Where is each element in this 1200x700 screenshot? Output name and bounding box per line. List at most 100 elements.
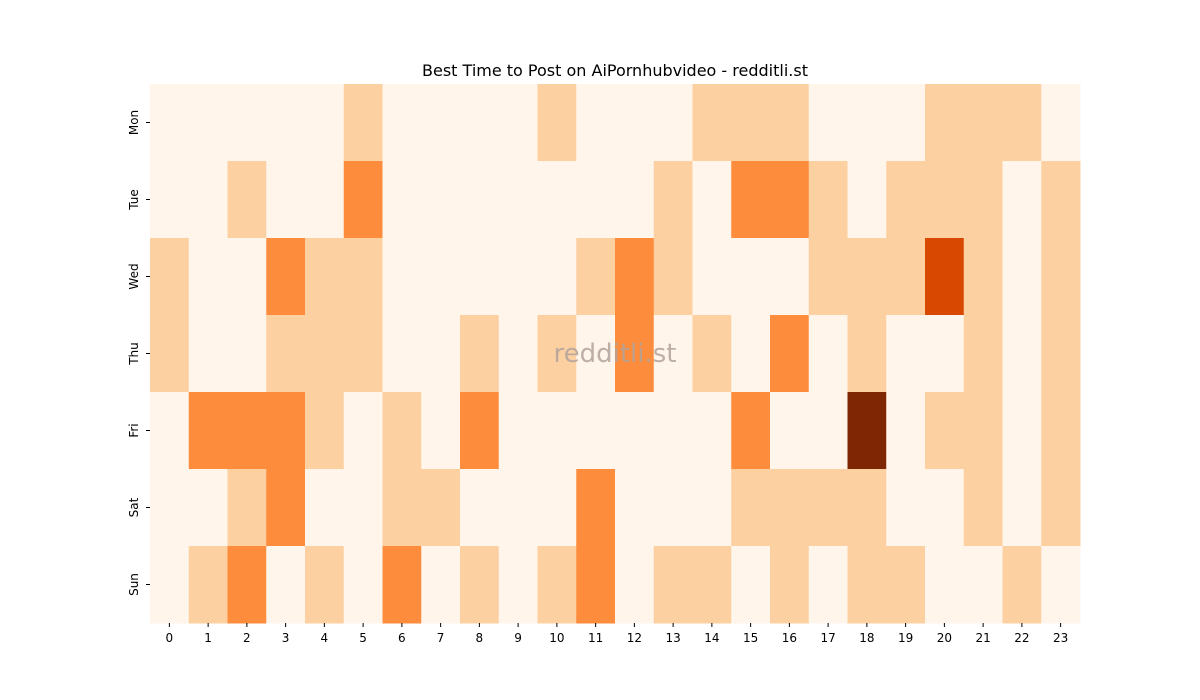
y-tick-label: Fri: [127, 423, 141, 437]
heatmap-cell: [808, 161, 848, 239]
heatmap-cell: [537, 84, 577, 162]
heatmap-cell: [692, 392, 732, 470]
heatmap-cell: [1002, 546, 1042, 624]
heatmap-cell: [188, 546, 228, 624]
chart-title: Best Time to Post on AiPornhubvideo - re…: [422, 61, 808, 80]
heatmap-cell: [925, 546, 965, 624]
y-tick-label: Thu: [127, 342, 141, 366]
heatmap-cell: [653, 161, 693, 239]
x-tick-label: 5: [359, 631, 367, 645]
heatmap-cell: [498, 161, 538, 239]
heatmap-cell: [227, 546, 267, 624]
heatmap-cell: [808, 315, 848, 393]
heatmap-cell: [150, 84, 190, 162]
heatmap-cell: [343, 238, 383, 316]
heatmap-cell: [925, 469, 965, 547]
heatmap-cell: [963, 315, 1003, 393]
heatmap-cell: [615, 469, 655, 547]
watermark: redditli.st: [554, 339, 677, 369]
heatmap-cell: [266, 161, 306, 239]
heatmap-cell: [963, 392, 1003, 470]
heatmap-cell: [150, 392, 190, 470]
heatmap-cell: [305, 546, 345, 624]
x-tick-label: 12: [627, 631, 642, 645]
heatmap-cell: [537, 392, 577, 470]
heatmap-cell: [1002, 238, 1042, 316]
heatmap-cell: [498, 238, 538, 316]
heatmap-cell: [731, 315, 771, 393]
heatmap-cell: [498, 84, 538, 162]
heatmap-cell: [227, 238, 267, 316]
y-tick-label: Tue: [127, 189, 141, 211]
heatmap-cell: [421, 469, 461, 547]
heatmap-cell: [266, 546, 306, 624]
heatmap-cell: [963, 546, 1003, 624]
x-tick-label: 6: [398, 631, 406, 645]
heatmap-cell: [615, 392, 655, 470]
heatmap-cell: [266, 392, 306, 470]
heatmap-cell: [1041, 161, 1081, 239]
heatmap-cell: [576, 315, 616, 393]
x-tick-label: 2: [243, 631, 251, 645]
heatmap-cell: [188, 469, 228, 547]
heatmap-cell: [615, 161, 655, 239]
heatmap-cell: [188, 315, 228, 393]
heatmap-cell: [537, 315, 577, 393]
heatmap-cell: [150, 469, 190, 547]
heatmap-cell: [460, 315, 500, 393]
heatmap-cell: [460, 392, 500, 470]
heatmap-cell: [537, 238, 577, 316]
heatmap-cell: [343, 469, 383, 547]
heatmap-cell: [576, 238, 616, 316]
heatmap-cell: [343, 392, 383, 470]
heatmap-cell: [731, 238, 771, 316]
heatmap-cell: [305, 392, 345, 470]
heatmap-cell: [653, 315, 693, 393]
heatmap-cell: [1041, 392, 1081, 470]
x-tick-label: 18: [859, 631, 874, 645]
heatmap-cell: [421, 546, 461, 624]
heatmap-cell: [692, 84, 732, 162]
heatmap-cell: [227, 392, 267, 470]
heatmap-cell: [382, 161, 422, 239]
y-tick-label: Wed: [127, 263, 141, 289]
heatmap-cell: [653, 546, 693, 624]
heatmap-cell: [808, 546, 848, 624]
x-tick-label: 3: [282, 631, 290, 645]
heatmap-cell: [266, 469, 306, 547]
heatmap-cell: [770, 469, 810, 547]
y-tick-label: Sun: [127, 573, 141, 596]
heatmap-cell: [886, 392, 926, 470]
heatmap-cell: [498, 315, 538, 393]
heatmap-cell: [847, 546, 887, 624]
heatmap-cell: [847, 84, 887, 162]
heatmap-cell: [537, 161, 577, 239]
heatmap-cell: [886, 161, 926, 239]
heatmap-cell: [382, 238, 422, 316]
heatmap-cell: [227, 161, 267, 239]
heatmap-cell: [305, 84, 345, 162]
x-tick-label: 8: [476, 631, 484, 645]
heatmap-cell: [925, 315, 965, 393]
x-tick-label: 23: [1053, 631, 1068, 645]
heatmap-cell: [227, 469, 267, 547]
heatmap-cell: [1002, 315, 1042, 393]
heatmap-cell: [886, 315, 926, 393]
y-axis: Mon Tue Wed Thu Fri Sat Sun: [127, 110, 150, 596]
heatmap-cell: [653, 84, 693, 162]
heatmap-cell: [1002, 392, 1042, 470]
x-tick-label: 4: [321, 631, 329, 645]
heatmap-cell: [1041, 315, 1081, 393]
heatmap-cell: [382, 546, 422, 624]
heatmap-cell: [731, 546, 771, 624]
x-tick-label: 15: [743, 631, 758, 645]
x-tick-label: 11: [588, 631, 603, 645]
heatmap-cell: [653, 238, 693, 316]
heatmap-cell: [537, 546, 577, 624]
heatmap-cell: [460, 546, 500, 624]
heatmap-cell: [847, 469, 887, 547]
heatmap-cell: [343, 161, 383, 239]
heatmap-cell: [615, 238, 655, 316]
heatmap-cell: [692, 238, 732, 316]
